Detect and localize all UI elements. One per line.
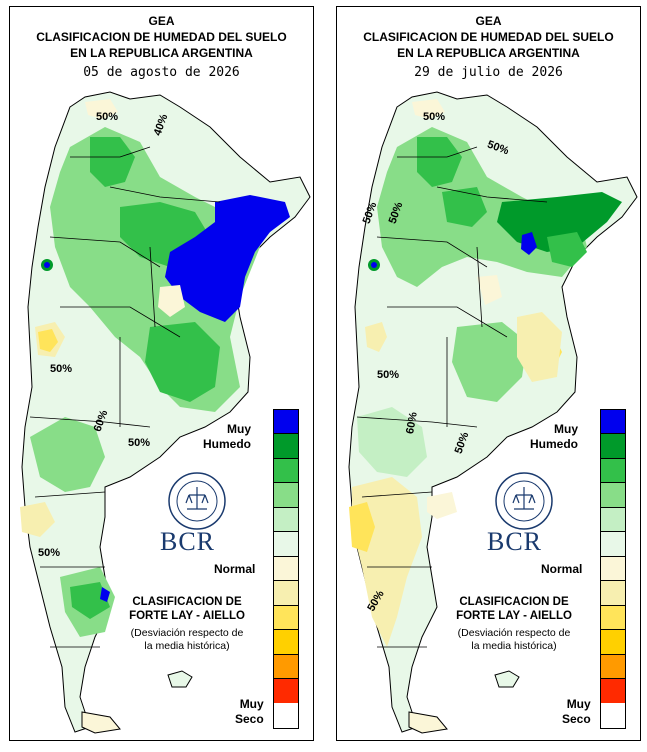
- legend-swatch: [601, 483, 625, 508]
- bcr-seal-icon: [168, 472, 226, 530]
- malvinas-islands: [167, 670, 193, 688]
- argentina-map-left: [20, 91, 311, 734]
- legend-label-muy: Muy: [239, 697, 264, 711]
- legend-swatch: [601, 605, 625, 631]
- legend-swatch: [601, 630, 625, 655]
- method-line2: FORTE LAY - AIELLO: [129, 610, 245, 622]
- legend-swatch: [601, 678, 625, 704]
- legend-label-muy: Muy: [566, 697, 591, 711]
- map-title-line1: GEA: [148, 14, 175, 28]
- bcr-logo-text: BCR: [160, 527, 216, 556]
- legend-swatch: [601, 581, 625, 606]
- legend-swatch: [601, 654, 625, 679]
- contour-label: 50%: [423, 111, 446, 123]
- legend-swatch: [274, 532, 298, 557]
- legend-label-humedo: Humedo: [203, 437, 251, 451]
- legend-swatch: [274, 410, 298, 435]
- tierra-del-fuego: [408, 711, 448, 734]
- malvinas-islands: [494, 670, 520, 688]
- map-title-line1: GEA: [475, 14, 502, 28]
- note-line1: (Desviación respecto de: [457, 627, 571, 639]
- legend-bar: [273, 409, 299, 729]
- legend-label-humedo: Humedo: [530, 437, 578, 451]
- method-line1: CLASIFICACION DE: [132, 596, 242, 608]
- legend-label-normal: Normal: [541, 562, 583, 576]
- tierra-del-fuego: [81, 711, 121, 734]
- legend-swatch: [274, 630, 298, 655]
- map-panel-left: GEA CLASIFICACION DE HUMEDAD DEL SUELO E…: [9, 6, 314, 741]
- method-title: CLASIFICACION DE FORTE LAY - AIELLO: [102, 595, 272, 623]
- note-line2: la media histórica): [144, 640, 230, 652]
- map-title-line3: EN LA REPUBLICA ARGENTINA: [397, 46, 580, 60]
- legend-swatch: [601, 458, 625, 484]
- bcr-logo-text: BCR: [487, 527, 543, 556]
- legend-swatch: [601, 556, 625, 582]
- legend-swatch: [274, 605, 298, 631]
- contour-label: 50%: [96, 111, 119, 123]
- legend-label-muy-seco: Muy Seco: [562, 697, 591, 727]
- legend-swatch: [601, 532, 625, 557]
- legend-label-muy: Muy: [554, 422, 578, 436]
- legend-label-normal: Normal: [214, 562, 256, 576]
- legend-swatch: [601, 434, 625, 459]
- method-line1: CLASIFICACION DE: [459, 596, 569, 608]
- note-line1: (Desviación respecto de: [130, 627, 244, 639]
- legend-swatch: [274, 434, 298, 459]
- method-title: CLASIFICACION DE FORTE LAY - AIELLO: [429, 595, 599, 623]
- map-date: 05 de agosto de 2026: [83, 65, 240, 80]
- legend-swatch: [274, 654, 298, 679]
- legend-bar: [600, 409, 626, 729]
- legend-swatch: [274, 556, 298, 582]
- map-date: 29 de julio de 2026: [414, 65, 563, 80]
- method-note: (Desviación respecto de la media históri…: [102, 627, 272, 653]
- bcr-seal-icon: [495, 472, 553, 530]
- method-line2: FORTE LAY - AIELLO: [456, 610, 572, 622]
- contour-label: 50%: [128, 437, 151, 449]
- legend-swatch: [274, 458, 298, 484]
- map-title-line3: EN LA REPUBLICA ARGENTINA: [70, 46, 253, 60]
- legend-swatch: [274, 581, 298, 606]
- map-title-line2: CLASIFICACION DE HUMEDAD DEL SUELO: [36, 30, 287, 44]
- note-line2: la media histórica): [471, 640, 557, 652]
- legend-label-seco: Seco: [562, 712, 591, 726]
- legend-swatch: [274, 483, 298, 508]
- contour-label: 50%: [377, 369, 400, 381]
- legend-label-seco: Seco: [235, 712, 264, 726]
- map-title-line2: CLASIFICACION DE HUMEDAD DEL SUELO: [363, 30, 614, 44]
- legend-label-muy-seco: Muy Seco: [235, 697, 264, 727]
- contour-label: 50%: [38, 547, 61, 559]
- argentina-map-right: [348, 91, 638, 734]
- method-note: (Desviación respecto de la media históri…: [429, 627, 599, 653]
- legend-swatch: [274, 507, 298, 533]
- legend-swatch: [601, 410, 625, 435]
- legend-swatch: [601, 507, 625, 533]
- map-panel-right: GEA CLASIFICACION DE HUMEDAD DEL SUELO E…: [336, 6, 641, 741]
- legend-swatch: [274, 678, 298, 704]
- contour-label: 50%: [50, 363, 73, 375]
- legend-label-muy: Muy: [227, 422, 251, 436]
